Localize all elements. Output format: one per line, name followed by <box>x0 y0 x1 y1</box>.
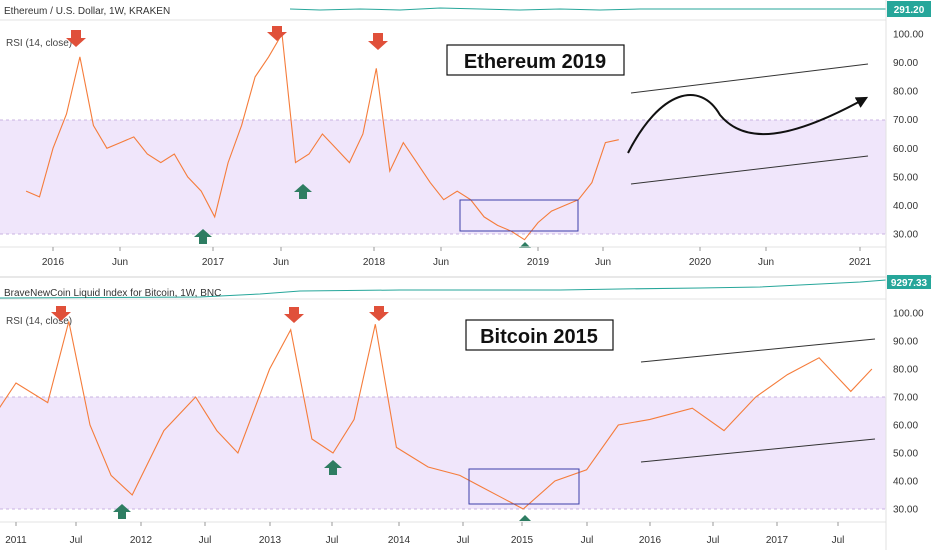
btc-down-arrow-3 <box>369 306 389 321</box>
time-label: 2020 <box>689 257 712 268</box>
eth-rsi-axis: 100.00 90.00 80.00 70.00 60.00 50.00 40.00 30.0… <box>893 30 924 241</box>
rsi-axis-label: 70.00 <box>893 393 918 404</box>
rsi-axis-label: 80.00 <box>893 87 918 98</box>
btc-upper-trendline <box>640 338 876 363</box>
time-label: Jun <box>112 257 128 268</box>
eth-price-value: 291.20 <box>894 5 925 16</box>
eth-rsi-title: RSI (14, close) <box>6 38 72 49</box>
btc-headline-box <box>465 319 614 351</box>
time-label: Jun <box>433 257 449 268</box>
eth-time-axis: 2016 Jun 2017 Jun 2018 Jun 2019 Jun 2020 Jun 2021 <box>42 247 872 268</box>
time-label: Jul <box>199 535 212 546</box>
eth-price-pane <box>0 0 886 20</box>
btc-rsi-title: RSI (14, close) <box>6 316 72 327</box>
time-label: 2016 <box>42 257 65 268</box>
rsi-axis-label: 40.00 <box>893 201 918 212</box>
rsi-axis-label: 60.00 <box>893 144 918 155</box>
btc-up-arrow-3 <box>519 515 531 521</box>
time-label: 2016 <box>639 535 662 546</box>
btc-down-arrow-2 <box>284 307 304 323</box>
btc-up-arrow-2 <box>324 460 342 475</box>
rsi-axis-label: 50.00 <box>893 172 918 183</box>
time-label: Jul <box>581 535 594 546</box>
btc-price-pane <box>0 278 886 300</box>
time-label: Jun <box>758 257 774 268</box>
btc-accumulation-box <box>468 468 580 505</box>
btc-arrows <box>51 306 531 521</box>
time-label: Jun <box>595 257 611 268</box>
eth-price-title: Ethereum / U.S. Dollar, 1W, KRAKEN <box>4 6 170 17</box>
rsi-axis-label: 80.00 <box>893 365 918 376</box>
rsi-axis-label: 90.00 <box>893 58 918 69</box>
time-label: 2018 <box>363 257 386 268</box>
btc-price-title: BraveNewCoin Liquid Index for Bitcoin, 1… <box>4 288 221 299</box>
time-label: 2017 <box>202 257 225 268</box>
time-label: 2012 <box>130 535 153 546</box>
rsi-axis-label: 30.00 <box>893 230 918 241</box>
time-label: Jul <box>707 535 720 546</box>
btc-down-arrow-1 <box>51 306 71 321</box>
rsi-axis-label: 40.00 <box>893 477 918 488</box>
time-label: 2019 <box>527 257 550 268</box>
rsi-axis-label: 30.00 <box>893 505 918 516</box>
time-label: 2017 <box>766 535 789 546</box>
time-label: Jul <box>457 535 470 546</box>
eth-down-arrow-2 <box>267 26 287 41</box>
btc-up-arrow-1 <box>113 504 131 519</box>
btc-rsi-line <box>0 321 873 510</box>
eth-price-line <box>289 7 886 11</box>
rsi-axis-label: 90.00 <box>893 337 918 348</box>
time-label: 2014 <box>388 535 411 546</box>
eth-headline-box <box>446 44 625 76</box>
eth-down-arrow-1 <box>66 30 86 47</box>
eth-headline: Ethereum 2019 <box>464 51 606 73</box>
eth-lower-trendline <box>630 155 869 185</box>
btc-price-badge <box>887 275 931 289</box>
btc-rsi-axis: 100.00 90.00 80.00 70.00 60.00 50.00 40.00 30.0… <box>893 309 924 516</box>
btc-price-line <box>0 279 887 299</box>
time-label: 2011 <box>5 535 27 546</box>
rsi-axis-label: 100.00 <box>893 309 924 320</box>
eth-rsi-band <box>0 120 886 234</box>
time-label: Jun <box>273 257 289 268</box>
time-label: Jul <box>70 535 83 546</box>
eth-projection <box>627 63 869 185</box>
time-label: Jul <box>832 535 845 546</box>
time-label: Jul <box>326 535 339 546</box>
time-label: 2013 <box>259 535 282 546</box>
eth-rsi-line <box>25 32 619 241</box>
time-label: 2015 <box>511 535 534 546</box>
eth-up-arrow-2 <box>294 184 312 199</box>
eth-up-arrow-1 <box>194 229 212 244</box>
btc-price-value: 9297.33 <box>891 278 928 289</box>
rsi-axis-label: 60.00 <box>893 421 918 432</box>
eth-down-arrow-3 <box>368 33 388 50</box>
btc-time-axis: 2011 Jul 2012 Jul 2013 Jul 2014 Jul 2015 Jul 2016 J… <box>5 522 844 546</box>
eth-upper-trendline <box>630 63 869 94</box>
btc-rsi-band <box>0 397 886 509</box>
eth-accumulation-box <box>459 199 579 232</box>
rsi-axis-label: 100.00 <box>893 30 924 41</box>
btc-headline: Bitcoin 2015 <box>480 326 598 348</box>
time-label: 2021 <box>849 257 872 268</box>
rsi-axis-label: 50.00 <box>893 449 918 460</box>
btc-lower-trendline <box>640 438 876 463</box>
rsi-axis-label: 70.00 <box>893 115 918 126</box>
eth-projection-arrow <box>627 94 869 154</box>
eth-price-badge <box>887 1 931 17</box>
btc-channel <box>640 338 876 463</box>
